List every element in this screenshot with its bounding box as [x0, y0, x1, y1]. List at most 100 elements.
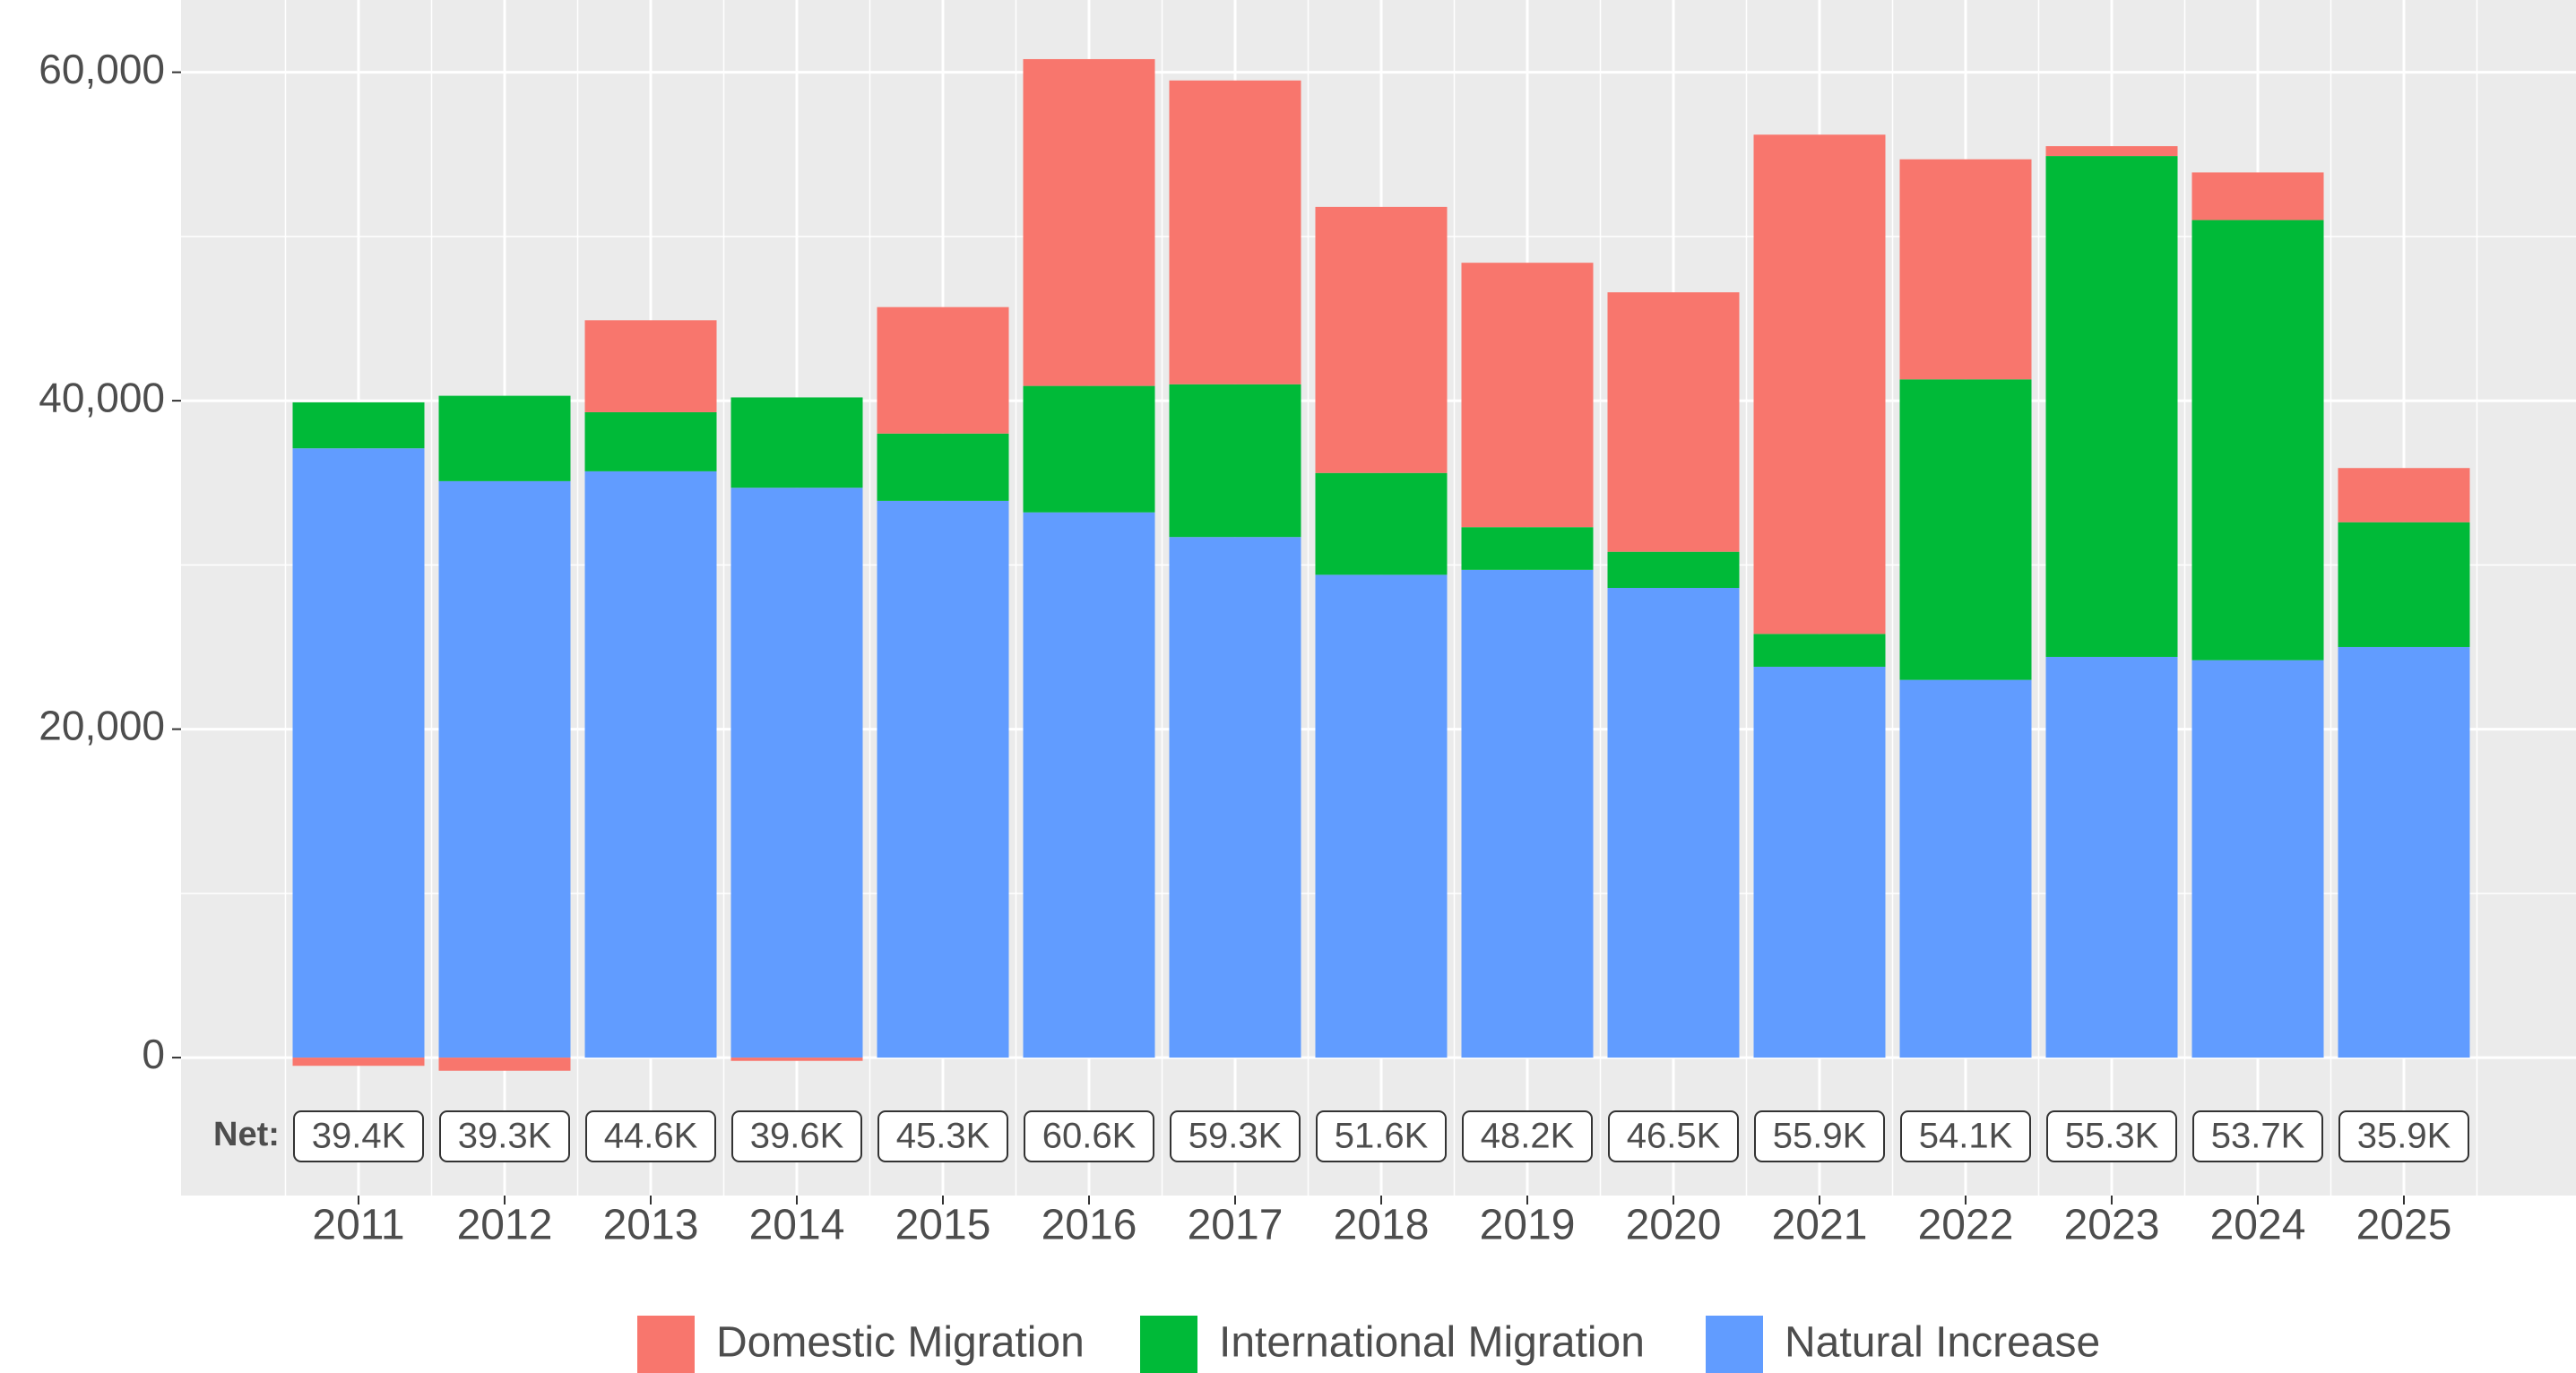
x-tick-label: 2023 — [2064, 1202, 2160, 1249]
net-label: 44.6K — [604, 1117, 698, 1156]
bar-segment — [1753, 666, 1886, 1058]
bar-segment — [1023, 512, 1155, 1058]
y-tick-label: 40,000 — [39, 374, 165, 420]
bar-segment — [2045, 156, 2178, 657]
net-label-box — [877, 1110, 1008, 1162]
bar-segment — [877, 500, 1009, 1058]
net-label-box — [2046, 1110, 2177, 1162]
bar-segment — [1607, 292, 1740, 552]
net-label-box — [731, 1110, 862, 1162]
net-label: 54.1K — [1919, 1117, 2013, 1156]
net-label-box — [439, 1110, 570, 1162]
net-label-box — [1316, 1110, 1447, 1162]
x-tick-label: 2011 — [312, 1202, 404, 1249]
x-tick-label: 2025 — [2356, 1202, 2452, 1249]
x-tick-label: 2021 — [1772, 1202, 1868, 1249]
bar-segment — [2191, 172, 2324, 220]
net-label: 45.3K — [896, 1117, 990, 1156]
bar-segment — [877, 307, 1009, 434]
bar-segment — [584, 411, 717, 471]
net-label-box — [1754, 1110, 1885, 1162]
x-tick-label: 2024 — [2210, 1202, 2306, 1249]
net-label: 51.6K — [1335, 1117, 1429, 1156]
bar-segment — [1315, 472, 1448, 575]
net-label-box — [293, 1110, 424, 1162]
bar-segment — [2045, 656, 2178, 1058]
bar-segment — [1607, 551, 1740, 589]
bar-segment — [1899, 679, 2032, 1058]
bar-segment — [584, 471, 717, 1058]
net-label-box — [2192, 1110, 2323, 1162]
net-label-box — [1462, 1110, 1593, 1162]
net-label: 46.5K — [1627, 1117, 1721, 1156]
bar-segment — [1315, 574, 1448, 1058]
x-tick-label: 2015 — [895, 1202, 991, 1249]
net-label-title: Net: — [213, 1116, 280, 1153]
bar-segment — [1461, 569, 1594, 1058]
bar-segment — [1023, 58, 1155, 386]
bar-segment — [292, 448, 425, 1058]
net-label: 48.2K — [1481, 1117, 1575, 1156]
y-tick-label: 0 — [142, 1031, 165, 1077]
bar-segment — [1169, 384, 1301, 538]
net-label-box — [585, 1110, 716, 1162]
legend-key — [637, 1316, 695, 1373]
legend-label: Domestic Migration — [716, 1319, 1085, 1367]
bar-segment — [1753, 134, 1886, 635]
x-tick-label: 2018 — [1334, 1202, 1430, 1249]
net-label: 55.9K — [1773, 1117, 1867, 1156]
bar-segment — [1023, 385, 1155, 513]
legend-label: Natural Increase — [1785, 1319, 2100, 1367]
x-tick-label: 2019 — [1480, 1202, 1576, 1249]
bar-segment — [730, 1058, 863, 1061]
bar-segment — [1461, 263, 1594, 528]
bar-segment — [730, 488, 863, 1058]
bar-segment — [1753, 634, 1886, 667]
bar-segment — [2338, 646, 2470, 1058]
legend-key — [1706, 1316, 1763, 1373]
legend-key — [1140, 1316, 1197, 1373]
net-label-box — [1608, 1110, 1739, 1162]
net-label: 39.3K — [458, 1117, 552, 1156]
x-tick-label: 2017 — [1188, 1202, 1284, 1249]
bar-segment — [2191, 660, 2324, 1058]
bar-segment — [1607, 588, 1740, 1058]
bar-segment — [730, 397, 863, 488]
bar-segment — [438, 395, 571, 481]
net-label: 60.6K — [1042, 1117, 1137, 1156]
net-label: 53.7K — [2211, 1117, 2305, 1156]
bar-segment — [2045, 146, 2178, 157]
x-tick-label: 2020 — [1626, 1202, 1722, 1249]
net-label-box — [1024, 1110, 1154, 1162]
net-label-box — [1170, 1110, 1301, 1162]
x-tick-label: 2012 — [457, 1202, 553, 1249]
bar-segment — [292, 402, 425, 449]
bar-segment — [438, 1058, 571, 1071]
net-label-box — [1900, 1110, 2031, 1162]
bar-segment — [1169, 537, 1301, 1058]
bar-segment — [1899, 379, 2032, 680]
bar-segment — [2338, 468, 2470, 522]
net-label: 35.9K — [2357, 1117, 2451, 1156]
x-tick-label: 2022 — [1918, 1202, 2014, 1249]
bar-segment — [1315, 206, 1448, 473]
y-tick-label: 60,000 — [39, 46, 165, 92]
net-label: 59.3K — [1189, 1117, 1283, 1156]
bar-segment — [1461, 527, 1594, 570]
bar-segment — [2338, 522, 2470, 647]
bar-segment — [438, 480, 571, 1058]
bar-segment — [584, 320, 717, 412]
bar-segment — [292, 1058, 425, 1066]
net-label: 39.4K — [312, 1117, 406, 1156]
bar-segment — [2191, 220, 2324, 661]
net-label: 55.3K — [2065, 1117, 2159, 1156]
legend-label: International Migration — [1219, 1319, 1645, 1367]
x-tick-label: 2013 — [603, 1202, 699, 1249]
x-tick-label: 2016 — [1042, 1202, 1137, 1249]
net-label: 39.6K — [750, 1117, 844, 1156]
x-tick-label: 2014 — [749, 1202, 845, 1249]
y-tick-label: 20,000 — [39, 703, 165, 749]
bar-segment — [1899, 159, 2032, 380]
bar-segment — [1169, 80, 1301, 384]
